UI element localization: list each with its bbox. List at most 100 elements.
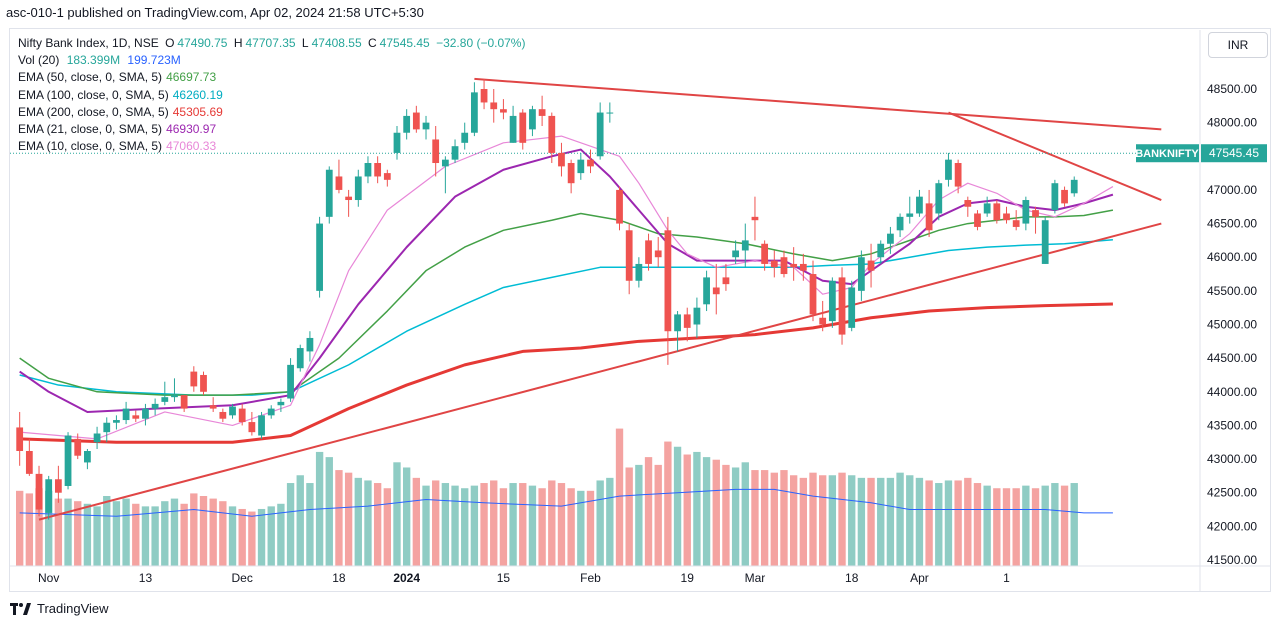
volume-bar bbox=[809, 472, 817, 566]
candle-body bbox=[84, 450, 91, 463]
candle-body bbox=[209, 405, 217, 409]
volume-bar bbox=[296, 475, 304, 566]
volume-bar bbox=[770, 472, 778, 566]
candle-body bbox=[267, 408, 275, 416]
volume-bar bbox=[519, 483, 527, 566]
legend-symbol: Nifty Bank Index, 1D, NSE bbox=[18, 36, 159, 50]
trendline bbox=[948, 111, 1162, 201]
candle-body bbox=[461, 132, 469, 143]
y-tick-label: 48000.00 bbox=[1207, 116, 1257, 130]
volume-bar bbox=[702, 457, 711, 566]
volume-bar bbox=[644, 457, 653, 566]
volume-bar bbox=[983, 485, 991, 566]
candle-body bbox=[790, 263, 798, 268]
ema10-line bbox=[19, 135, 1114, 440]
volume-bar bbox=[1060, 485, 1069, 566]
legend-ema100-label: EMA (100, close, 0, SMA, 5) bbox=[18, 87, 169, 102]
candle-body bbox=[848, 287, 856, 328]
volume-bar bbox=[15, 490, 24, 566]
candle-body bbox=[993, 203, 1001, 221]
volume-bar bbox=[964, 477, 972, 566]
candle-body bbox=[422, 122, 430, 130]
candle-body bbox=[238, 408, 246, 423]
x-tick-label: Mar bbox=[745, 571, 766, 585]
volume-bar bbox=[490, 480, 498, 566]
volume-bar bbox=[54, 498, 63, 566]
volume-bar bbox=[219, 501, 227, 566]
volume-bar bbox=[228, 506, 237, 566]
volume-bar bbox=[267, 506, 275, 566]
ema21-line bbox=[19, 148, 1114, 413]
candle-body bbox=[674, 314, 681, 332]
legend-ema21-value: 46930.97 bbox=[166, 122, 217, 137]
volume-bar bbox=[74, 501, 82, 566]
legend-volume-value: 183.399M bbox=[66, 53, 121, 68]
published-caption: asc-010-1 published on TradingView.com, … bbox=[6, 5, 424, 20]
volume-bar bbox=[93, 506, 101, 566]
y-tick-label: 44500.00 bbox=[1207, 351, 1257, 365]
volume-bar bbox=[64, 498, 72, 566]
volume-bar bbox=[712, 459, 720, 566]
volume-bar bbox=[528, 485, 537, 566]
candle-body bbox=[519, 112, 527, 143]
volume-bar bbox=[373, 483, 382, 566]
candle-body bbox=[877, 243, 885, 258]
legend-ema10-row: EMA (10, close, 0, SMA, 5) 47060.33 bbox=[18, 138, 528, 155]
candle-body bbox=[974, 213, 981, 227]
volume-bar bbox=[606, 477, 614, 566]
candle-body bbox=[761, 243, 769, 264]
volume-bar bbox=[1031, 488, 1040, 566]
volume-bar bbox=[557, 483, 566, 566]
candle-body bbox=[1032, 210, 1039, 217]
volume-bar bbox=[122, 498, 130, 566]
volume-bar bbox=[867, 477, 875, 566]
volume-bar bbox=[693, 451, 701, 566]
candle-body bbox=[616, 189, 623, 224]
volume-bar bbox=[935, 483, 943, 566]
candle-body bbox=[751, 216, 759, 221]
y-tick-label: 45500.00 bbox=[1207, 284, 1257, 298]
volume-bar bbox=[731, 467, 740, 566]
legend-ema200-label: EMA (200, close, 0, SMA, 5) bbox=[18, 104, 169, 119]
y-tick-label: 47000.00 bbox=[1207, 183, 1257, 197]
y-tick-label: 43500.00 bbox=[1207, 418, 1257, 432]
candle-body bbox=[54, 479, 62, 493]
volume-bar bbox=[877, 477, 885, 566]
candle-body bbox=[490, 102, 498, 110]
volume-bar bbox=[402, 467, 411, 566]
volume-bar bbox=[1070, 483, 1078, 566]
candle-body bbox=[171, 395, 178, 398]
legend-symbol-row: Nifty Bank Index, 1D, NSE O 47490.75 H 477… bbox=[18, 35, 528, 52]
chart-legend: Nifty Bank Index, 1D, NSE O 47490.75 H 477… bbox=[18, 35, 528, 155]
candle-body bbox=[306, 337, 314, 352]
volume-bar bbox=[577, 490, 585, 566]
volume-bar bbox=[354, 477, 362, 566]
tradingview-brand: TradingView bbox=[37, 601, 109, 616]
legend-open-label: O bbox=[165, 36, 175, 50]
volume-bar bbox=[344, 472, 353, 566]
currency-button[interactable]: INR bbox=[1208, 32, 1268, 58]
legend-ema21-label: EMA (21, close, 0, SMA, 5) bbox=[18, 122, 163, 137]
volume-bar bbox=[161, 501, 169, 566]
candle-body bbox=[587, 159, 594, 167]
candle-body bbox=[693, 307, 701, 325]
candle-body bbox=[954, 163, 962, 187]
volume-bar bbox=[1012, 488, 1020, 566]
volume-bar bbox=[973, 483, 982, 566]
candle-body bbox=[393, 132, 401, 153]
volume-bar bbox=[586, 490, 595, 566]
volume-bar bbox=[132, 503, 140, 566]
volume-bar bbox=[789, 475, 798, 566]
x-tick-label: Apr bbox=[910, 571, 929, 585]
volume-bar bbox=[1041, 485, 1049, 566]
y-tick-label: 45000.00 bbox=[1207, 318, 1257, 332]
legend-ema100-value: 46260.19 bbox=[172, 87, 223, 102]
candle-body bbox=[606, 112, 614, 114]
legend-low-value: 47408.55 bbox=[311, 36, 362, 50]
volume-bar bbox=[683, 454, 691, 566]
trendline bbox=[38, 222, 1162, 521]
volume-bar bbox=[364, 480, 372, 566]
candle-body bbox=[161, 397, 169, 402]
candle-body bbox=[354, 176, 362, 201]
